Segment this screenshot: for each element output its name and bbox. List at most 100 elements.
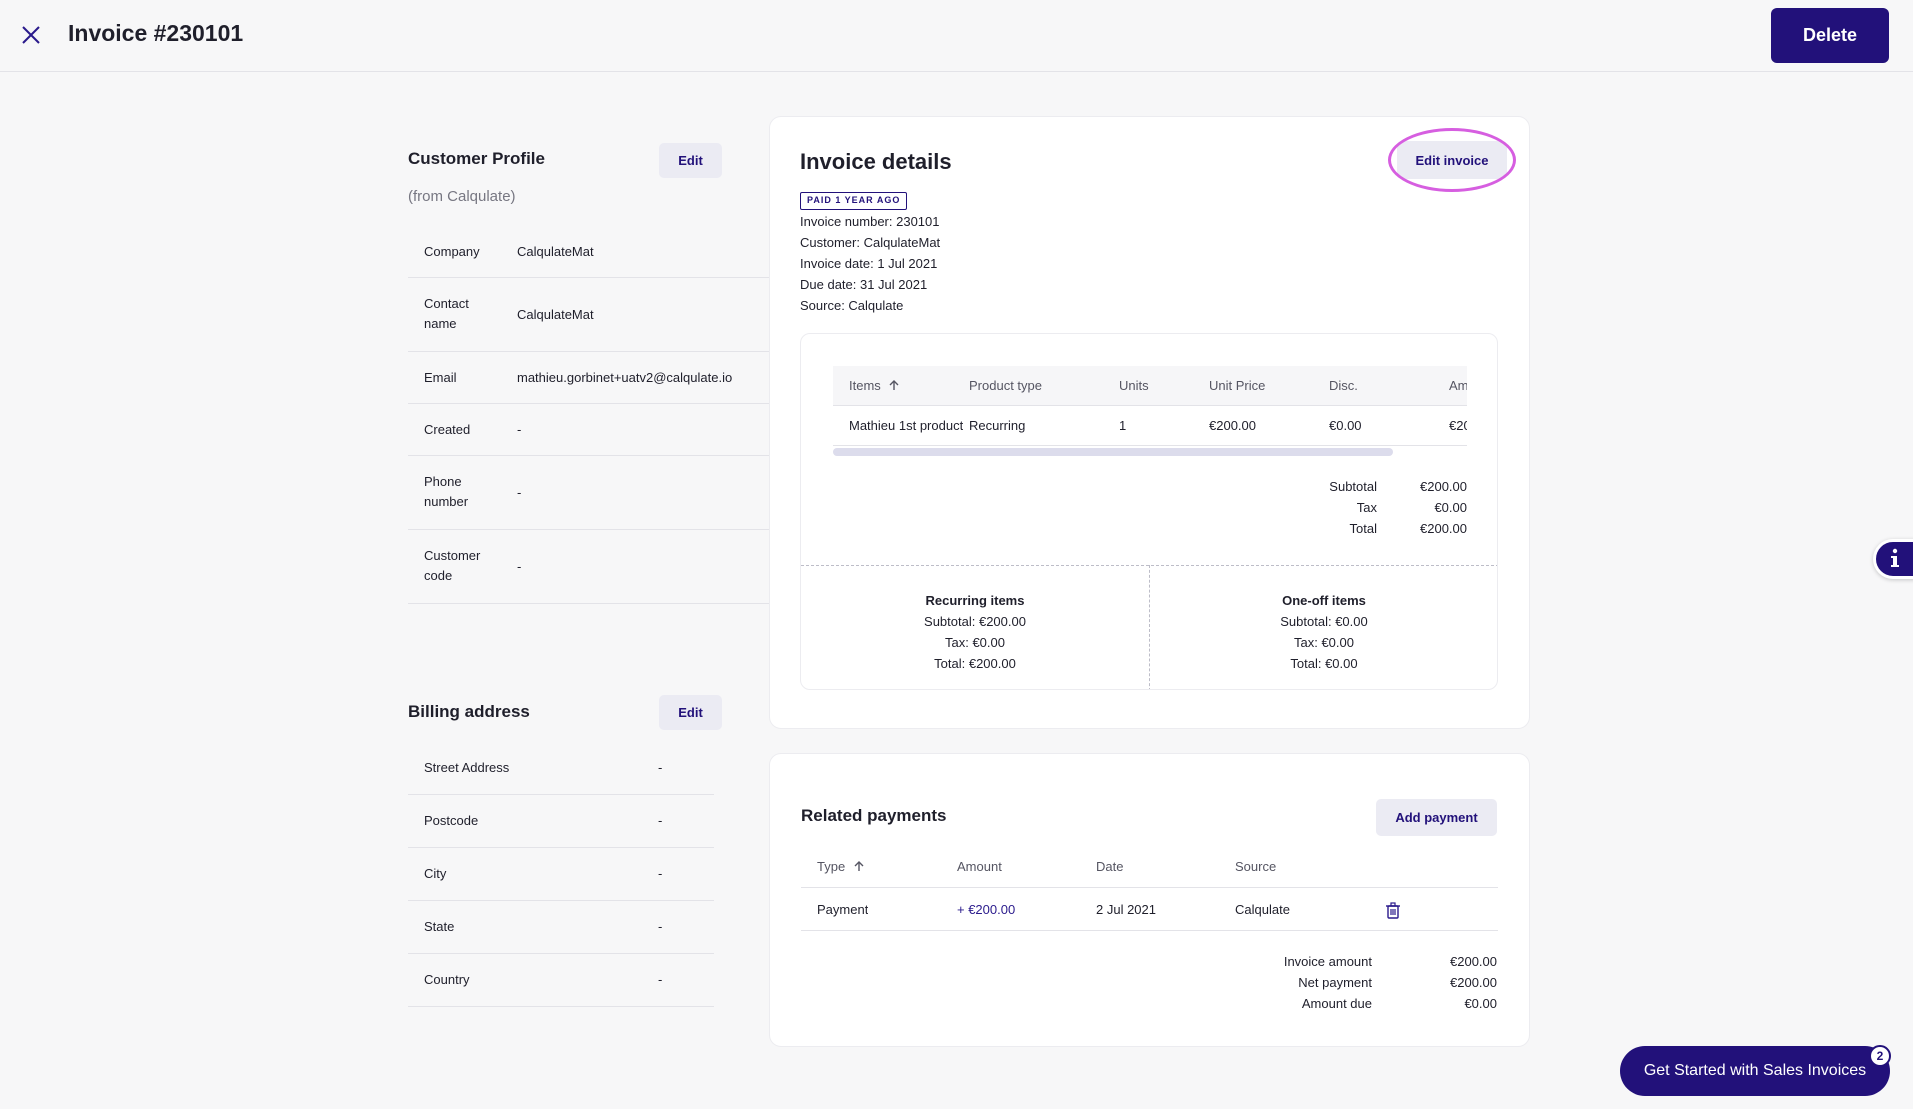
items-table: Items Product type Units Unit Price Disc… bbox=[833, 366, 1467, 446]
column-header-source: Source bbox=[1235, 859, 1277, 874]
oneoff-total: Total: €0.00 bbox=[1290, 656, 1358, 671]
invoice-details-title: Invoice details bbox=[800, 149, 952, 174]
column-header-amount: Amount bbox=[1449, 378, 1467, 393]
items-table-header: Items Product type Units Unit Price Disc… bbox=[833, 366, 1467, 406]
row-value: - bbox=[517, 422, 522, 437]
column-header-type[interactable]: Type bbox=[817, 846, 865, 888]
horizontal-scrollbar[interactable] bbox=[833, 448, 1393, 456]
invoice-number-line: Invoice number: 230101 bbox=[800, 214, 940, 229]
notification-badge: 2 bbox=[1869, 1045, 1891, 1067]
payments-table-header: Type Amount Date Source bbox=[801, 846, 1498, 888]
net-payment-value: €200.00 bbox=[1450, 975, 1497, 990]
subtotal-label: Subtotal bbox=[1329, 479, 1377, 494]
table-row: Contact name CalqulateMat bbox=[408, 278, 770, 352]
delete-button[interactable]: Delete bbox=[1771, 8, 1889, 63]
row-value: - bbox=[517, 485, 522, 500]
row-value: - bbox=[658, 919, 663, 934]
invoice-customer-line: Customer: CalqulateMat bbox=[800, 235, 941, 250]
invoice-items-card: Items Product type Units Unit Price Disc… bbox=[800, 333, 1498, 690]
column-header-date: Date bbox=[1096, 859, 1124, 874]
get-started-button[interactable]: Get Started with Sales Invoices bbox=[1620, 1046, 1890, 1096]
customer-profile-subtitle: (from Calqulate) bbox=[408, 188, 516, 205]
column-header-amount: Amount bbox=[957, 859, 1002, 874]
sort-ascending-icon bbox=[854, 861, 864, 871]
oneoff-items-title: One-off items bbox=[1282, 593, 1366, 608]
oneoff-tax: Tax: €0.00 bbox=[1294, 635, 1354, 650]
customer-profile-title: Customer Profile bbox=[408, 149, 545, 168]
table-row: Postcode - bbox=[408, 795, 714, 848]
row-label: Company bbox=[424, 244, 480, 259]
trash-icon[interactable] bbox=[1385, 902, 1401, 919]
billing-address-table: Street Address - Postcode - City - State… bbox=[408, 742, 714, 1007]
table-row: Mathieu 1st product Recurring 1 €200.00 … bbox=[833, 406, 1467, 446]
item-units: 1 bbox=[1119, 418, 1127, 433]
row-value: - bbox=[658, 813, 663, 828]
divider bbox=[1149, 565, 1150, 689]
edit-billing-button[interactable]: Edit bbox=[659, 695, 722, 730]
item-name: Mathieu 1st product bbox=[849, 418, 963, 433]
customer-profile-table: Company CalqulateMat Contact name Calqul… bbox=[408, 226, 770, 604]
total-value: €200.00 bbox=[1420, 521, 1467, 536]
row-label: Country bbox=[424, 972, 470, 987]
row-label: Street Address bbox=[424, 760, 510, 775]
table-row: Company CalqulateMat bbox=[408, 226, 770, 278]
net-payment-label: Net payment bbox=[1298, 975, 1372, 990]
related-payments-title: Related payments bbox=[801, 806, 947, 825]
row-label: Customer code bbox=[424, 548, 481, 583]
column-header-product-type: Product type bbox=[969, 378, 1042, 393]
tax-value: €0.00 bbox=[1434, 500, 1467, 515]
info-tab[interactable] bbox=[1873, 539, 1913, 579]
table-row: State - bbox=[408, 901, 714, 954]
recurring-total: Total: €200.00 bbox=[934, 656, 1016, 671]
close-icon[interactable] bbox=[18, 22, 44, 48]
edit-customer-button[interactable]: Edit bbox=[659, 143, 722, 178]
row-label: City bbox=[424, 866, 447, 881]
edit-invoice-button[interactable]: Edit invoice bbox=[1397, 141, 1507, 179]
invoice-due-date-line: Due date: 31 Jul 2021 bbox=[800, 277, 928, 292]
row-value: - bbox=[658, 972, 663, 987]
table-row: Payment + €200.00 2 Jul 2021 Calqulate bbox=[801, 889, 1498, 931]
oneoff-subtotal: Subtotal: €0.00 bbox=[1280, 614, 1368, 629]
column-header-units: Units bbox=[1119, 378, 1149, 393]
item-product-type: Recurring bbox=[969, 418, 1026, 433]
column-header-label: Type bbox=[817, 859, 846, 874]
table-row: Street Address - bbox=[408, 742, 714, 795]
invoice-source-line: Source: Calqulate bbox=[800, 298, 904, 313]
row-label: Created bbox=[424, 422, 471, 437]
row-value: - bbox=[517, 559, 522, 574]
subtotal-value: €200.00 bbox=[1420, 479, 1467, 494]
item-discount: €0.00 bbox=[1329, 418, 1362, 433]
sort-ascending-icon bbox=[889, 380, 899, 390]
row-value: CalqulateMat bbox=[517, 244, 594, 259]
info-icon bbox=[1891, 548, 1899, 567]
invoice-amount-value: €200.00 bbox=[1450, 954, 1497, 969]
row-label: Email bbox=[424, 370, 457, 385]
invoice-date-line: Invoice date: 1 Jul 2021 bbox=[800, 256, 938, 271]
recurring-tax: Tax: €0.00 bbox=[945, 635, 1005, 650]
table-row: Country - bbox=[408, 954, 714, 1007]
total-label: Total bbox=[1349, 521, 1377, 536]
payment-type: Payment bbox=[817, 902, 869, 917]
column-header-items[interactable]: Items bbox=[849, 366, 900, 406]
row-label: Phone number bbox=[424, 474, 469, 509]
invoice-amount-label: Invoice amount bbox=[1283, 954, 1372, 969]
item-amount: €200.00 bbox=[1449, 418, 1467, 433]
column-header-unit-price: Unit Price bbox=[1209, 378, 1266, 393]
payment-date: 2 Jul 2021 bbox=[1096, 902, 1156, 917]
oneoff-items-summary: One-off items Subtotal: €0.00 Tax: €0.00… bbox=[1150, 590, 1497, 674]
amount-due-value: €0.00 bbox=[1464, 996, 1497, 1011]
row-value: - bbox=[658, 866, 663, 881]
table-row: Email mathieu.gorbinet+uatv2@calqulate.i… bbox=[408, 352, 770, 404]
tax-label: Tax bbox=[1356, 500, 1377, 515]
table-row: Phone number - bbox=[408, 456, 770, 530]
recurring-items-title: Recurring items bbox=[925, 593, 1025, 608]
add-payment-button[interactable]: Add payment bbox=[1376, 799, 1497, 836]
row-label: Postcode bbox=[424, 813, 479, 828]
table-row: City - bbox=[408, 848, 714, 901]
recurring-items-summary: Recurring items Subtotal: €200.00 Tax: €… bbox=[801, 590, 1149, 674]
column-header-discount: Disc. bbox=[1329, 378, 1358, 393]
payment-source: Calqulate bbox=[1235, 902, 1290, 917]
status-badge: PAID 1 YEAR AGO bbox=[800, 192, 908, 210]
recurring-subtotal: Subtotal: €200.00 bbox=[924, 614, 1026, 629]
row-value: - bbox=[658, 760, 663, 775]
